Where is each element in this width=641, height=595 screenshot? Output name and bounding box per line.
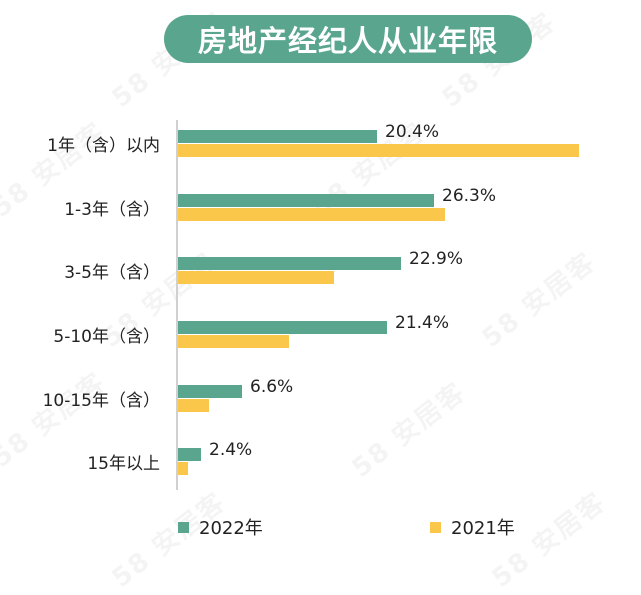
bar-2022 — [178, 257, 401, 270]
category-label: 1年（含）以内 — [47, 136, 160, 156]
bar-2022 — [178, 130, 377, 143]
legend-item-2021: 2021年 — [430, 514, 515, 540]
legend-item-2022: 2022年 — [178, 514, 263, 540]
data-label-2022: 26.3% — [442, 186, 497, 206]
bar-2022 — [178, 194, 434, 207]
category-label: 1-3年（含） — [64, 200, 160, 220]
bar-2022 — [178, 448, 201, 461]
y-axis-line — [176, 120, 178, 490]
bar-2021 — [178, 335, 289, 348]
watermark: 58 安居客 — [343, 372, 472, 484]
bar-2021 — [178, 462, 188, 475]
category-label: 5-10年（含） — [53, 327, 160, 347]
legend-label: 2021年 — [451, 518, 515, 539]
bar-2021 — [178, 144, 579, 157]
bar-2022 — [178, 385, 242, 398]
bar-2021 — [178, 271, 334, 284]
bar-2022 — [178, 321, 387, 334]
category-label: 3-5年（含） — [64, 263, 160, 283]
category-label: 10-15年（含） — [42, 391, 160, 411]
data-label-2022: 20.4% — [385, 122, 440, 142]
chart-title: 房地产经纪人从业年限 — [164, 15, 532, 63]
bar-2021 — [178, 208, 445, 221]
legend-swatch-icon — [178, 521, 189, 533]
category-label: 15年以上 — [87, 454, 160, 474]
watermark: 58 安居客 — [473, 242, 602, 354]
data-label-2022: 21.4% — [395, 313, 450, 333]
data-label-2022: 2.4% — [209, 440, 253, 460]
data-label-2022: 6.6% — [250, 377, 294, 397]
legend-label: 2022年 — [199, 518, 263, 539]
data-label-2022: 22.9% — [409, 249, 464, 269]
bar-2021 — [178, 399, 209, 412]
legend-swatch-icon — [430, 521, 441, 533]
